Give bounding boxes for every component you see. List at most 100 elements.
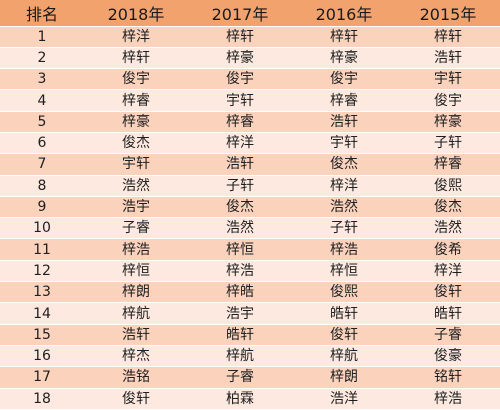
name-2017-cell: 梓浩 [188, 259, 292, 282]
name-2018-cell: 俊宇 [84, 68, 188, 90]
name-2016-cell: 宇轩 [292, 131, 396, 154]
name-2015-cell: 梓豪 [396, 110, 500, 133]
rank-cell: 17 [0, 366, 84, 389]
name-2017-cell: 皓轩 [188, 323, 292, 346]
name-2018-cell: 子睿 [84, 217, 188, 239]
header-row: 排名 2018年 2017年 2016年 2015年 [0, 0, 500, 27]
name-2016-cell: 梓航 [292, 344, 396, 367]
name-2018-cell: 梓杰 [84, 344, 188, 367]
name-2017-cell: 梓洋 [188, 131, 292, 154]
rank-cell: 5 [0, 110, 84, 133]
table-row: 15 浩轩 皓轩 俊轩 子睿 [0, 323, 500, 346]
table-row: 1 梓洋 梓轩 梓轩 梓轩 [0, 25, 500, 48]
name-2017-cell: 梓皓 [188, 281, 292, 303]
name-2017-cell: 梓航 [188, 344, 292, 367]
name-2015-cell: 俊杰 [396, 195, 500, 218]
table-row: 9 浩宇 俊杰 浩然 俊杰 [0, 195, 500, 218]
name-2015-cell: 梓睿 [396, 153, 500, 176]
name-2017-cell: 子睿 [188, 366, 292, 389]
name-2017-cell: 宇轩 [188, 89, 292, 112]
name-2016-cell: 梓恒 [292, 259, 396, 282]
name-2015-cell: 梓洋 [396, 259, 500, 282]
table-row: 13 梓朗 梓皓 俊熙 俊轩 [0, 281, 500, 303]
name-2018-cell: 梓航 [84, 302, 188, 325]
name-2018-cell: 梓轩 [84, 46, 188, 69]
name-2016-cell: 子轩 [292, 217, 396, 239]
rank-cell: 18 [0, 387, 84, 410]
header-2016: 2016年 [292, 0, 396, 27]
name-2016-cell: 梓洋 [292, 174, 396, 197]
header-rank: 排名 [0, 0, 84, 27]
rank-cell: 1 [0, 25, 84, 48]
name-2016-cell: 浩轩 [292, 110, 396, 133]
name-2017-cell: 梓轩 [188, 25, 292, 48]
name-2015-cell: 浩然 [396, 217, 500, 239]
name-2016-cell: 梓睿 [292, 89, 396, 112]
rank-cell: 8 [0, 174, 84, 197]
rank-cell: 4 [0, 89, 84, 112]
rank-cell: 16 [0, 344, 84, 367]
table-row: 3 俊宇 俊宇 俊宇 宇轩 [0, 68, 500, 90]
name-2018-cell: 浩然 [84, 174, 188, 197]
rank-cell: 2 [0, 46, 84, 69]
header-2018: 2018年 [84, 0, 188, 27]
name-2016-cell: 俊轩 [292, 323, 396, 346]
name-2017-cell: 梓睿 [188, 110, 292, 133]
rank-cell: 7 [0, 153, 84, 176]
name-2018-cell: 浩轩 [84, 323, 188, 346]
table-row: 6 俊杰 梓洋 宇轩 子轩 [0, 131, 500, 154]
table-body: 1 梓洋 梓轩 梓轩 梓轩 2 梓轩 梓豪 梓豪 浩轩 3 俊宇 俊宇 俊宇 宇轩 4 梓睿 宇轩 梓睿 俊宇 5 梓豪梓… [0, 25, 500, 410]
name-2016-cell: 梓浩 [292, 238, 396, 261]
rank-cell: 14 [0, 302, 84, 325]
name-2017-cell: 浩宇 [188, 302, 292, 325]
name-2015-cell: 梓轩 [396, 25, 500, 48]
name-2016-cell: 浩洋 [292, 387, 396, 410]
rank-cell: 12 [0, 259, 84, 282]
name-2015-cell: 俊轩 [396, 281, 500, 303]
name-2015-cell: 子睿 [396, 323, 500, 346]
table-row: 14 梓航 浩宇 皓轩 皓轩 [0, 302, 500, 325]
name-2018-cell: 俊杰 [84, 131, 188, 154]
name-2015-cell: 俊熙 [396, 174, 500, 197]
name-2017-cell: 梓豪 [188, 46, 292, 69]
name-2015-cell: 宇轩 [396, 68, 500, 90]
name-2018-cell: 梓朗 [84, 281, 188, 303]
name-2018-cell: 宇轩 [84, 153, 188, 176]
name-2015-cell: 子轩 [396, 131, 500, 154]
name-2018-cell: 梓睿 [84, 89, 188, 112]
table-row: 11 梓浩 梓恒 梓浩 俊希 [0, 238, 500, 261]
name-2017-cell: 浩轩 [188, 153, 292, 176]
header-2017: 2017年 [188, 0, 292, 27]
name-2017-cell: 梓恒 [188, 238, 292, 261]
table-row: 10 子睿 浩然 子轩 浩然 [0, 217, 500, 239]
table-row: 4 梓睿 宇轩 梓睿 俊宇 [0, 89, 500, 112]
rank-cell: 3 [0, 68, 84, 90]
name-2017-cell: 子轩 [188, 174, 292, 197]
rank-cell: 11 [0, 238, 84, 261]
table-row: 7 宇轩 浩轩 俊杰 梓睿 [0, 153, 500, 176]
name-2015-cell: 梓浩 [396, 387, 500, 410]
name-2018-cell: 梓洋 [84, 25, 188, 48]
rank-cell: 13 [0, 281, 84, 303]
name-2018-cell: 浩铭 [84, 366, 188, 389]
name-2016-cell: 浩然 [292, 195, 396, 218]
rank-cell: 9 [0, 195, 84, 218]
table-row: 8 浩然 子轩 梓洋 俊熙 [0, 174, 500, 197]
table-row: 12 梓恒 梓浩 梓恒 梓洋 [0, 259, 500, 282]
name-2018-cell: 梓豪 [84, 110, 188, 133]
name-2017-cell: 俊宇 [188, 68, 292, 90]
name-2017-cell: 俊杰 [188, 195, 292, 218]
table-row: 2 梓轩 梓豪 梓豪 浩轩 [0, 46, 500, 69]
name-2017-cell: 浩然 [188, 217, 292, 239]
name-2017-cell: 柏霖 [188, 387, 292, 410]
name-2015-cell: 俊豪 [396, 344, 500, 367]
table-row: 18 俊轩 柏霖 浩洋 梓浩 [0, 387, 500, 410]
name-2018-cell: 梓浩 [84, 238, 188, 261]
name-2018-cell: 俊轩 [84, 387, 188, 410]
name-2015-cell: 铭轩 [396, 366, 500, 389]
name-2018-cell: 梓恒 [84, 259, 188, 282]
name-2016-cell: 俊熙 [292, 281, 396, 303]
rank-cell: 6 [0, 131, 84, 154]
